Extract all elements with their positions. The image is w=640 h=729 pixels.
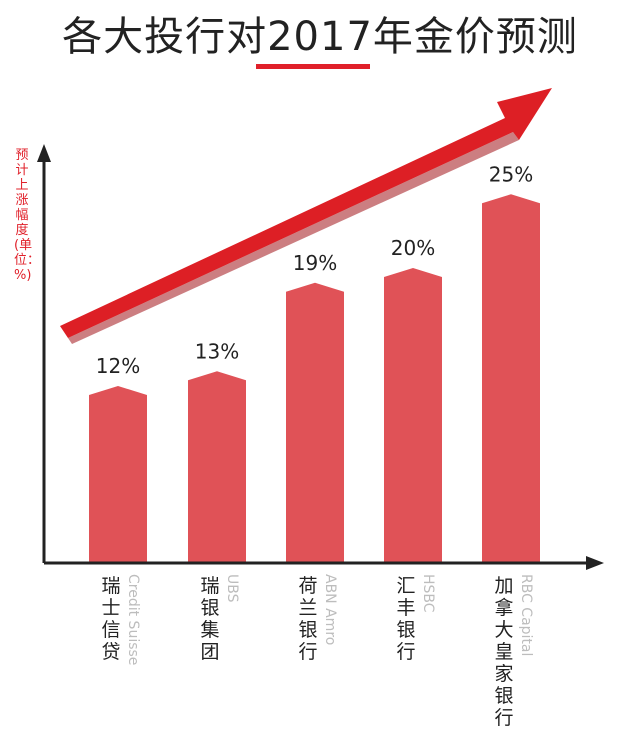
value-label: 12% <box>96 354 140 378</box>
chart-title: 各大投行对2017年金价预测 <box>62 14 578 60</box>
bar <box>89 386 147 563</box>
bar <box>482 194 540 563</box>
bar <box>384 268 442 563</box>
category-label-english: RBC Capital <box>518 574 534 657</box>
category-label: 瑞士信贷 <box>101 575 121 663</box>
category-label-english: HSBC <box>420 574 436 613</box>
y-axis-arrowhead <box>37 144 51 162</box>
bar <box>286 282 344 563</box>
value-label: 25% <box>489 162 533 186</box>
trend-arrow-shadow <box>68 132 519 344</box>
x-axis-arrowhead <box>586 556 604 570</box>
category-label: 汇丰银行 <box>396 575 416 663</box>
value-label: 20% <box>391 236 435 260</box>
trend-arrow <box>60 88 552 338</box>
category-label-english: UBS <box>224 574 240 603</box>
category-label: 加拿大皇家银行 <box>494 575 514 729</box>
bar <box>188 371 246 563</box>
value-label: 13% <box>195 339 239 363</box>
category-label-english: Credit Suisse <box>125 574 141 666</box>
value-label: 19% <box>293 251 337 275</box>
title-underline <box>256 64 370 69</box>
category-label-english: ABN Amro <box>322 574 338 646</box>
category-label: 瑞银集团 <box>200 575 220 663</box>
category-label: 荷兰银行 <box>298 575 318 663</box>
